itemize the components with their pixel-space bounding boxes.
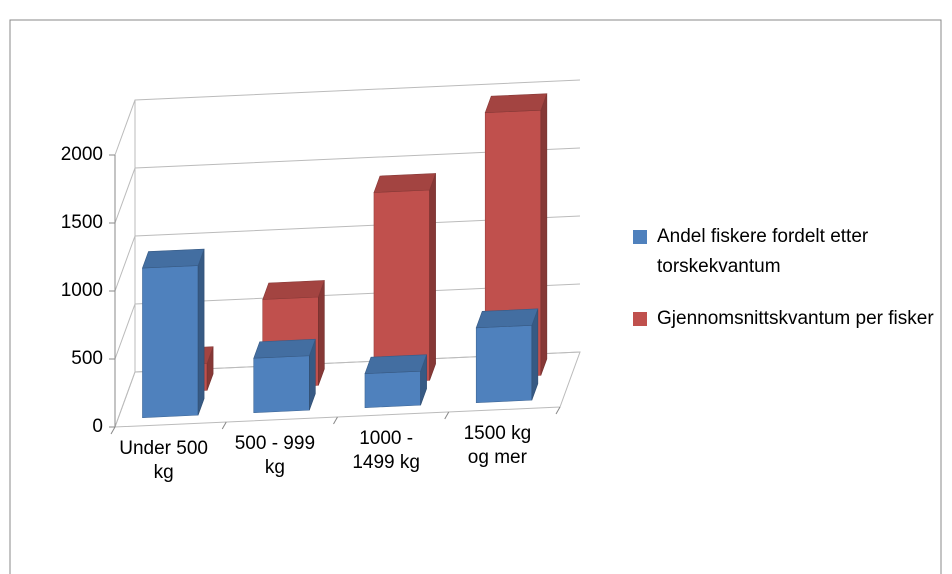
bar-top bbox=[484, 93, 548, 114]
x-tick bbox=[555, 406, 561, 415]
bar bbox=[142, 248, 205, 418]
bar-front bbox=[142, 265, 199, 418]
chart-frame bbox=[9, 19, 942, 574]
legend-label: Gjennomsnittskvantum per fisker bbox=[657, 308, 934, 329]
bar-top bbox=[475, 308, 539, 329]
bar-front bbox=[475, 325, 533, 403]
x-tick bbox=[110, 426, 116, 435]
y-tick-label: 0 bbox=[92, 416, 103, 437]
bar-top bbox=[364, 354, 428, 374]
bar bbox=[364, 354, 428, 408]
y-tick-label: 1500 bbox=[61, 212, 103, 233]
bar-front bbox=[364, 370, 421, 408]
bar-top bbox=[253, 338, 316, 359]
bar-top bbox=[373, 173, 437, 193]
bar-top bbox=[142, 248, 205, 269]
x-tick-label: Under 500 kg bbox=[119, 437, 208, 483]
bar-side bbox=[197, 248, 205, 416]
bar-side bbox=[429, 173, 436, 381]
x-tick-label: 1500 kg og mer bbox=[463, 422, 532, 468]
y-tick-label: 1000 bbox=[61, 280, 103, 301]
bar-side bbox=[318, 280, 325, 386]
legend-item: Andel fiskere fordelt etter torskekvantu… bbox=[633, 222, 952, 282]
y-tick-label: 500 bbox=[71, 348, 103, 369]
legend-swatch bbox=[633, 230, 647, 244]
bar bbox=[253, 338, 316, 413]
bar-front bbox=[373, 189, 430, 384]
bar bbox=[373, 173, 437, 384]
y-tick-label: 2000 bbox=[61, 144, 103, 165]
x-tick bbox=[444, 411, 450, 420]
x-tick bbox=[333, 416, 338, 425]
bar-top bbox=[262, 280, 325, 300]
bar bbox=[475, 308, 539, 403]
x-tick-label: 1000 - 1499 kg bbox=[352, 427, 420, 473]
legend-swatch bbox=[633, 312, 647, 326]
x-tick-label: 500 - 999 kg bbox=[234, 432, 316, 478]
bar-front bbox=[253, 355, 310, 413]
bar-side bbox=[540, 93, 548, 376]
legend-label: Andel fiskere fordelt etter torskekvantu… bbox=[657, 226, 869, 277]
x-tick bbox=[221, 421, 227, 430]
legend-item: Gjennomsnittskvantum per fisker bbox=[633, 304, 952, 334]
